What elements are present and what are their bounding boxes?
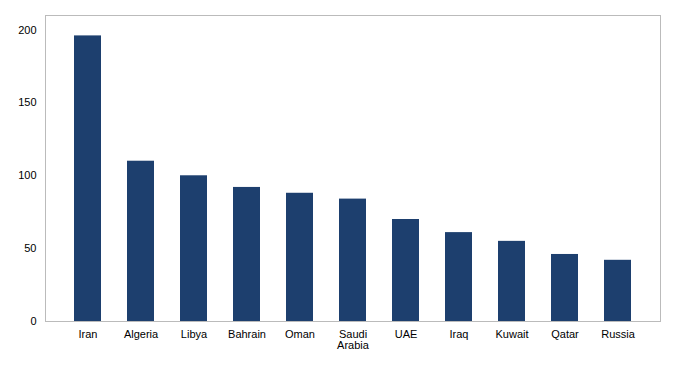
svg-text:Algeria: Algeria	[124, 328, 159, 340]
svg-text:Iraq: Iraq	[450, 328, 469, 340]
svg-text:Bahrain: Bahrain	[228, 328, 266, 340]
svg-text:SaudiArabia: SaudiArabia	[337, 328, 370, 351]
svg-text:200: 200	[18, 24, 36, 36]
svg-text:UAE: UAE	[395, 328, 418, 340]
svg-text:Oman: Oman	[285, 328, 315, 340]
svg-text:Kuwait: Kuwait	[495, 328, 528, 340]
svg-text:100: 100	[18, 169, 36, 181]
svg-text:50: 50	[24, 242, 36, 254]
svg-text:Libya: Libya	[181, 328, 208, 340]
svg-text:0: 0	[30, 315, 36, 327]
svg-text:150: 150	[18, 96, 36, 108]
svg-text:Russia: Russia	[601, 328, 636, 340]
svg-text:Qatar: Qatar	[551, 328, 579, 340]
svg-text:Iran: Iran	[79, 328, 98, 340]
